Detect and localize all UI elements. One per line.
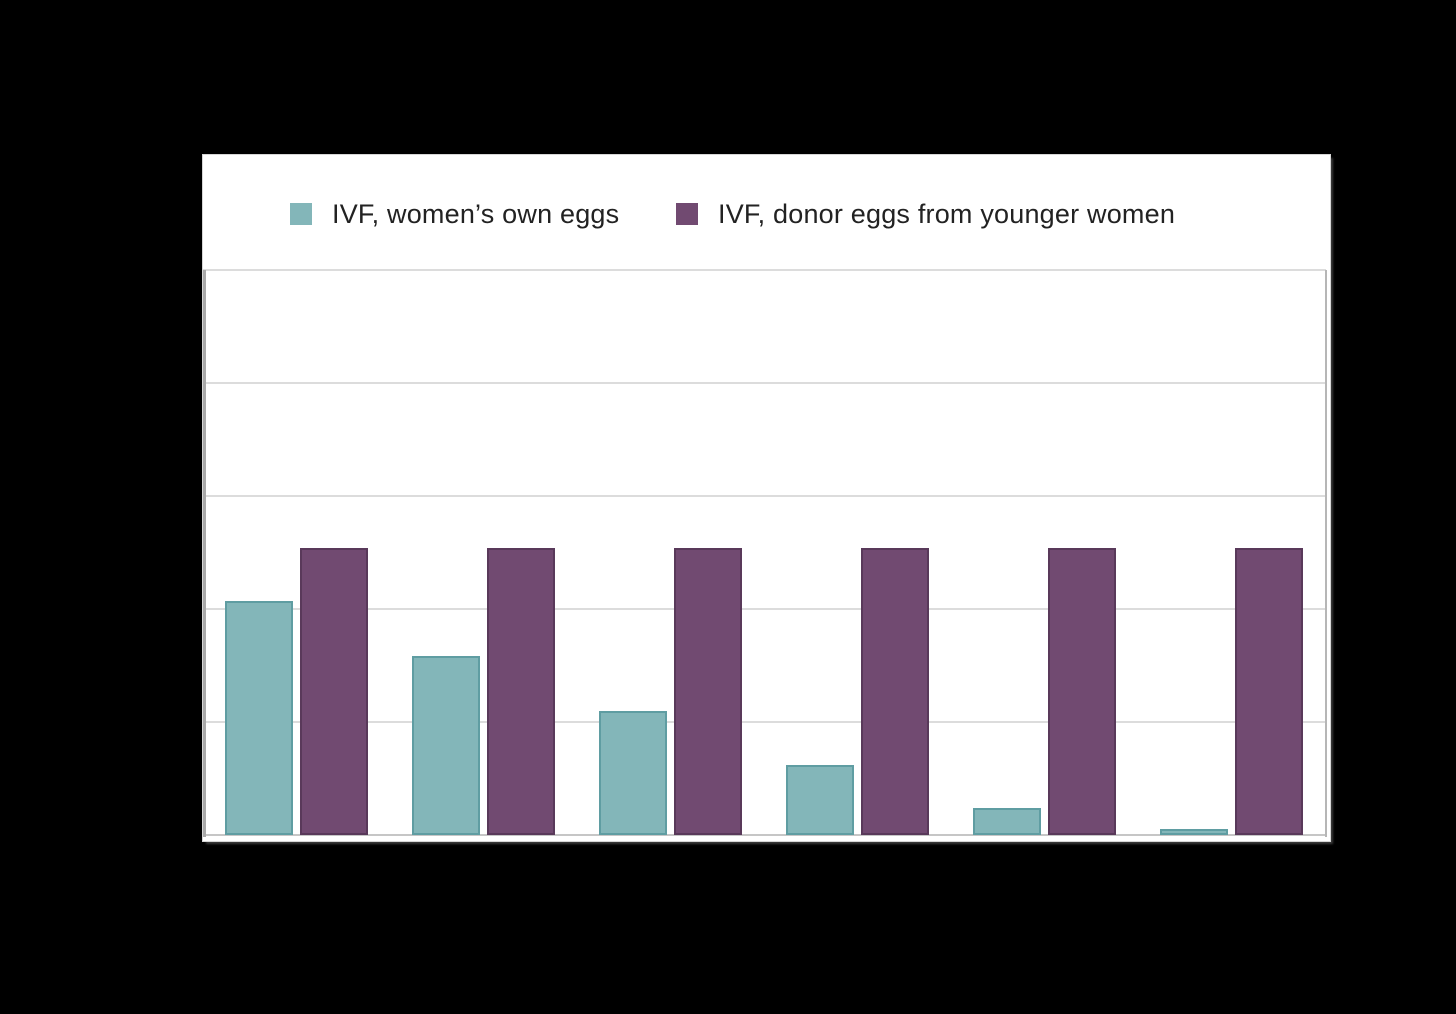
gridline [203, 382, 1326, 384]
legend-label-own-eggs: IVF, women’s own eggs [332, 198, 620, 229]
bar-donor-eggs-group-5 [1048, 547, 1116, 835]
bar-donor-eggs-group-6 [1235, 547, 1303, 835]
bar-own-eggs-group-1 [225, 601, 293, 835]
chart-legend: IVF, women’s own eggs IVF, donor eggs fr… [203, 155, 1330, 270]
bar-donor-eggs-group-4 [861, 547, 929, 835]
gridline [203, 721, 1326, 723]
bar-own-eggs-group-3 [599, 710, 667, 835]
x-axis-line [203, 834, 1326, 836]
plot-area [203, 269, 1326, 836]
bar-own-eggs-group-2 [412, 656, 480, 835]
bar-donor-eggs-group-3 [674, 547, 742, 835]
bar-own-eggs-group-4 [786, 764, 854, 835]
gridline [203, 269, 1326, 271]
gridline [203, 495, 1326, 497]
plot-right-border [1325, 270, 1327, 837]
y-axis-line [203, 270, 206, 837]
legend-label-donor-eggs: IVF, donor eggs from younger women [718, 198, 1176, 229]
legend-item-donor-eggs: IVF, donor eggs from younger women [676, 199, 1175, 229]
legend-swatch-donor-eggs-icon [676, 203, 698, 225]
bar-donor-eggs-group-1 [300, 547, 368, 835]
bar-donor-eggs-group-2 [487, 547, 555, 835]
legend-swatch-own-eggs-icon [290, 203, 312, 225]
legend-item-own-eggs: IVF, women’s own eggs [290, 199, 619, 229]
bar-own-eggs-group-6 [1160, 829, 1228, 835]
bar-own-eggs-group-5 [973, 807, 1041, 835]
chart-panel: IVF, women’s own eggs IVF, donor eggs fr… [203, 155, 1330, 841]
gridline [203, 608, 1326, 610]
